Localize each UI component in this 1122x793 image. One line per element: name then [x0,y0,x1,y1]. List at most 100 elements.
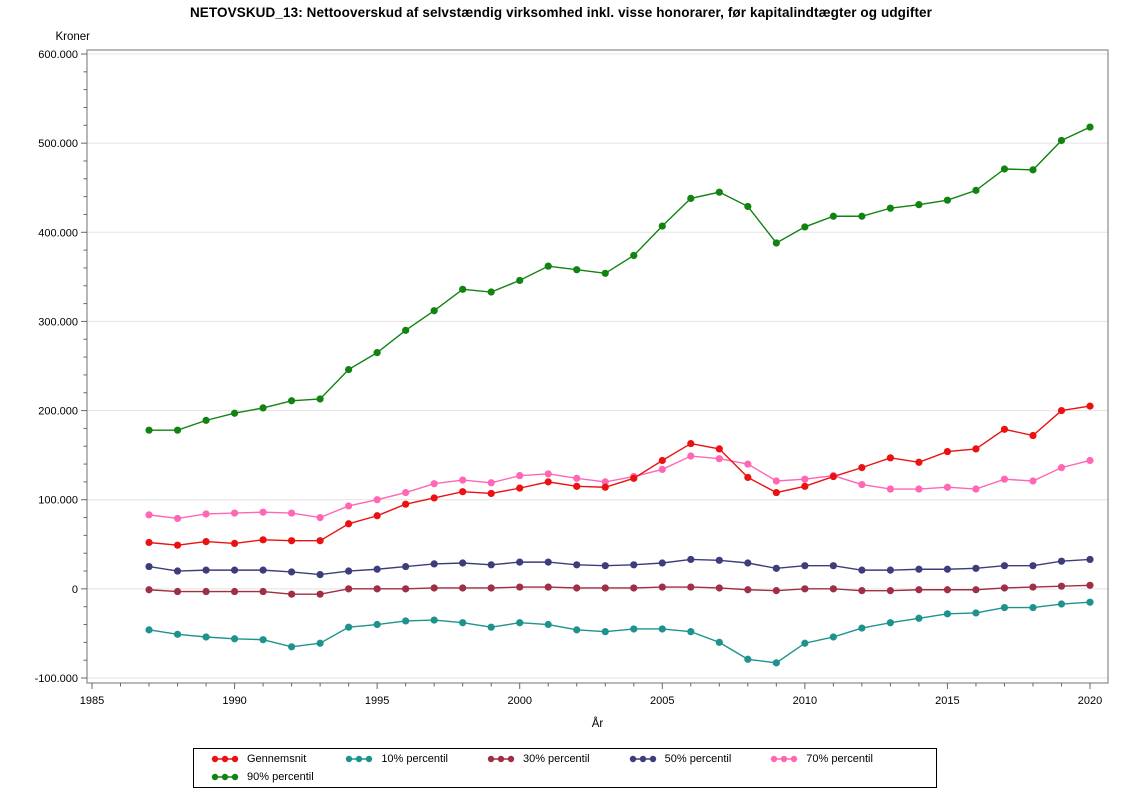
chart-title: NETOVSKUD_13: Nettooverskud af selvstænd… [189,5,933,20]
x-tick-label: 1995 [365,695,389,707]
legend-item-label: 10% percentil [381,753,448,765]
series-line [149,126,1091,431]
data-point [943,610,952,618]
data-point [373,512,381,520]
data-point [772,488,780,497]
data-point [402,326,410,334]
data-point [1029,431,1037,440]
data-point [829,562,837,570]
data-point [772,587,780,595]
data-point [202,566,210,574]
plot-border [86,49,1109,684]
data-point [744,559,752,567]
data-point [145,626,153,634]
data-point [829,633,837,641]
x-tick-label: 2010 [793,695,817,707]
y-tick-label: 600.000 [38,49,78,61]
data-point [715,455,723,463]
data-point [886,566,895,574]
data-point [715,445,723,453]
data-point [544,583,552,591]
data-point [1029,583,1037,591]
data-point [202,416,210,424]
data-point [915,565,923,573]
data-point [202,510,210,518]
data-point [1057,600,1066,608]
data-point [744,460,752,468]
data-point [630,625,638,633]
data-point [516,276,524,285]
data-point [1000,165,1009,173]
data-point [601,562,609,570]
data-point [573,482,581,490]
data-point [1086,581,1094,589]
data-point [459,488,467,496]
x-tick-label: 1985 [80,695,104,707]
data-point [1057,136,1066,145]
y-tick-label: 100.000 [38,495,78,507]
legend-item-label: Gennemsnit [247,753,307,765]
data-point [202,633,210,641]
data-point [972,609,980,617]
data-point [487,561,495,569]
legend-item: 70% percentil [769,753,873,765]
data-point [573,266,581,274]
data-point [459,559,467,567]
data-point [259,636,267,644]
data-point [373,565,381,573]
data-point [601,478,609,486]
data-point [658,456,666,465]
data-point [1086,555,1094,564]
data-point [145,511,153,519]
data-point [715,638,723,646]
data-point [1029,166,1037,174]
data-point [573,584,581,592]
data-point [687,439,695,448]
data-point [202,587,210,596]
data-point [288,397,296,405]
data-point [1029,562,1037,570]
data-point [202,538,210,546]
data-point [1057,582,1066,590]
y-tick-label: 500.000 [38,138,78,150]
legend-marker-icon [487,755,515,763]
data-point [829,585,837,593]
data-point [687,583,695,591]
data-point [972,186,980,194]
data-point [544,470,552,478]
data-point [345,365,353,374]
data-point [544,478,552,486]
data-point [173,426,182,434]
y-tick-label: 400.000 [38,227,78,239]
data-point [687,628,695,636]
data-point [972,485,980,493]
data-point [630,561,638,569]
series-line [148,601,1091,664]
data-point [402,585,410,593]
data-point [230,509,239,517]
series-line [148,405,1091,546]
data-point [487,584,495,592]
data-point [544,558,552,566]
x-tick-label: 2020 [1078,695,1102,707]
data-point [259,566,267,574]
legend-marker-icon [211,755,239,763]
data-point [430,616,438,624]
data-point [858,464,866,472]
data-point [1000,562,1009,570]
data-point [886,619,895,627]
data-point [145,586,153,594]
legend-item: Gennemsnit [210,753,306,765]
y-tick-label: 300.000 [38,316,78,328]
data-point [801,223,809,231]
data-point [943,565,952,573]
data-point [173,514,182,523]
data-point [487,623,495,631]
data-point [230,539,239,547]
legend-item-label: 30% percentil [522,753,590,765]
data-point [516,558,524,566]
data-point [1000,425,1009,433]
data-point [487,288,495,296]
data-point [715,584,723,592]
